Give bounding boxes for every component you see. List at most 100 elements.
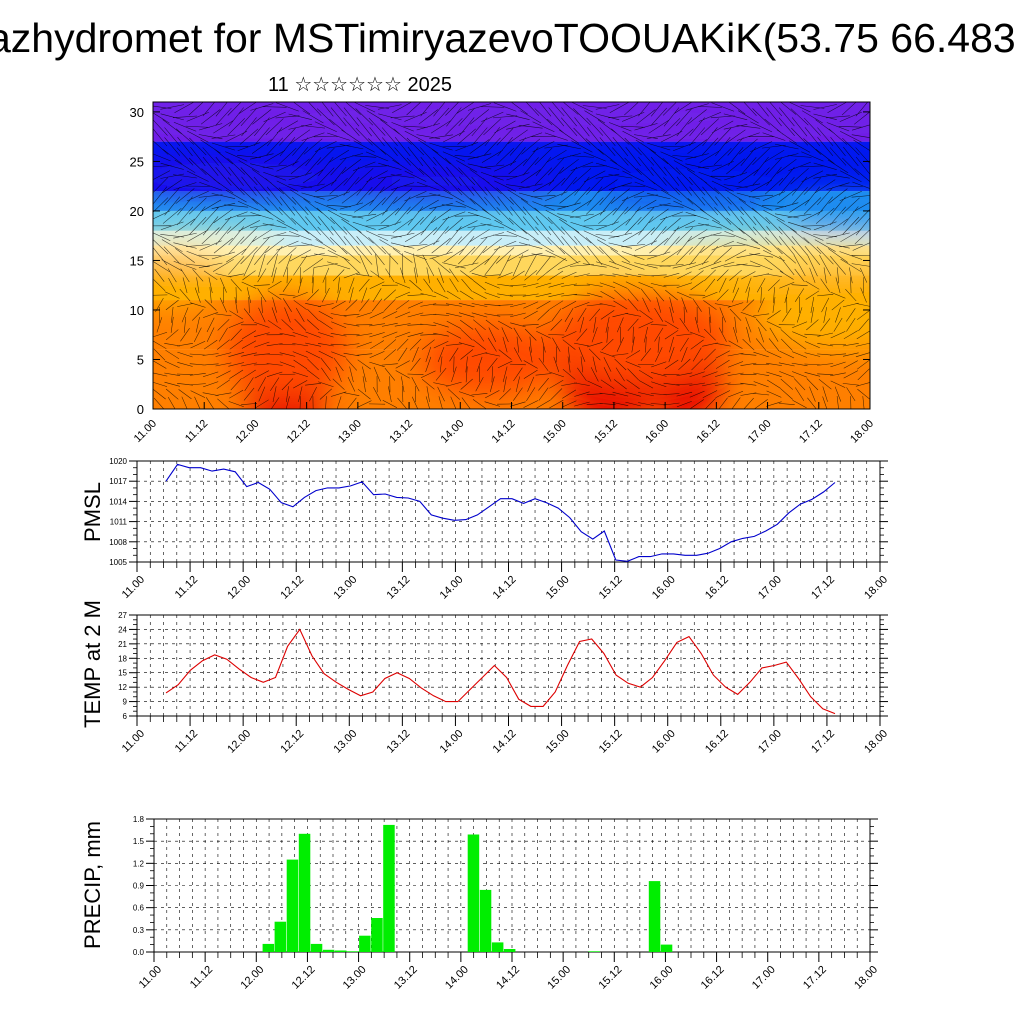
pmsl-x-tick-label: 17.00 <box>756 574 784 602</box>
precip-bar <box>467 834 480 952</box>
precip-y-tick-label: 0.3 <box>133 926 145 935</box>
pmsl-y-tick-label: 1005 <box>109 558 127 567</box>
heatmap-x-tick-label: 12.00 <box>234 418 262 446</box>
precip-y-tick-label: 1.2 <box>133 859 145 868</box>
heatmap-x-tick-label: 16.00 <box>643 418 671 446</box>
precip-y-tick-label: 1.5 <box>133 837 145 846</box>
precip-x-tick-label: 13.00 <box>341 964 369 992</box>
heatmap-x-tick-label: 17.00 <box>746 418 774 446</box>
heatmap-x-tick-label: 14.12 <box>490 418 518 446</box>
temp-x-tick-label: 11.00 <box>120 728 147 755</box>
precip-x-tick-label: 18.00 <box>852 964 880 992</box>
temp-panel: 6 9 12 15 18 21 24 27 11.00 11.12 12.00 12.12 13.00 1… <box>80 600 890 756</box>
precip-x-tick-label: 12.12 <box>290 964 318 992</box>
heatmap-blob <box>153 162 340 191</box>
precip-x-tick-label: 15.12 <box>596 964 624 992</box>
pmsl-x-tick-label: 13.12 <box>385 574 413 602</box>
precip-bar <box>322 949 335 952</box>
temp-y-tick-label: 21 <box>118 640 127 649</box>
pmsl-x-tick-label: 11.00 <box>120 574 147 601</box>
precip-x-tick-label: 17.00 <box>750 964 778 992</box>
precip-bar <box>359 935 371 952</box>
pmsl-x-tick-label: 17.12 <box>809 574 837 602</box>
pmsl-y-axis-title: PMSL <box>80 482 105 542</box>
temp-y-tick-label: 12 <box>118 683 127 692</box>
pmsl-y-tick-label: 1014 <box>109 497 127 506</box>
precip-x-tick-label: 12.00 <box>238 964 266 992</box>
temp-x-tick-label: 12.12 <box>278 728 306 756</box>
heatmap-x-tick-label: 13.00 <box>336 418 364 446</box>
heatmap-y-tick-label: 20 <box>130 204 144 219</box>
heatmap-blob <box>600 177 781 196</box>
precip-bar <box>371 918 383 952</box>
temp-x-tick-label: 18.00 <box>862 728 890 756</box>
precip-y-tick-label: 0.6 <box>133 904 145 913</box>
heatmap-x-tick-label: 11.00 <box>132 418 159 445</box>
temp-x-tick-label: 13.00 <box>331 728 359 756</box>
precip-y-tick-label: 0.0 <box>133 948 145 957</box>
pmsl-x-tick-label: 13.00 <box>331 574 359 602</box>
precip-bar <box>310 943 323 952</box>
temp-y-tick-label: 6 <box>123 712 128 721</box>
heatmap-y-tick-label: 25 <box>130 154 144 169</box>
precip-x-tick-label: 14.12 <box>494 964 522 992</box>
heatmap-y-tick-label: 10 <box>130 303 144 318</box>
temp-y-tick-label: 24 <box>118 625 127 634</box>
heatmap-x-tick-label: 14.00 <box>438 418 466 446</box>
precip-x-tick-label: 11.12 <box>188 964 215 991</box>
pmsl-x-tick-label: 15.12 <box>597 574 625 602</box>
pmsl-x-tick-label: 16.00 <box>650 574 678 602</box>
pmsl-y-tick-label: 1017 <box>109 477 127 486</box>
pmsl-x-tick-label: 14.00 <box>438 574 466 602</box>
precip-bar <box>335 950 347 952</box>
temp-x-tick-label: 17.12 <box>809 728 837 756</box>
heatmap-blob <box>226 299 347 400</box>
heatmap-band <box>153 230 870 246</box>
precip-bar <box>262 943 275 952</box>
heatmap-y-tick-label: 5 <box>137 352 144 367</box>
precip-x-tick-label: 17.12 <box>801 964 829 992</box>
precip-bar <box>648 881 661 952</box>
precip-x-tick-label: 14.00 <box>443 964 471 992</box>
precip-bar <box>588 951 600 952</box>
pmsl-x-tick-label: 12.00 <box>225 574 253 602</box>
temp-x-tick-label: 11.12 <box>173 728 200 755</box>
heatmap-band <box>153 191 870 211</box>
temp-y-tick-label: 9 <box>123 698 128 707</box>
pmsl-series-line <box>165 463 836 562</box>
heatmap-x-tick-label: 15.00 <box>541 418 569 446</box>
pmsl-x-tick-label: 14.12 <box>491 574 519 602</box>
pmsl-y-tick-label: 1020 <box>109 457 127 466</box>
pmsl-x-tick-label: 12.12 <box>278 574 306 602</box>
page-title: azhydromet for MSTimiryazevoTOOUAKiK(53.… <box>0 15 1016 61</box>
precip-bars <box>262 824 673 952</box>
precip-bar <box>503 949 516 952</box>
precip-bar <box>347 951 359 952</box>
heatmap-x-tick-label: 12.12 <box>285 418 313 446</box>
precip-y-axis-title: PRECIP, mm <box>80 821 105 949</box>
precip-bar <box>298 833 311 952</box>
temp-y-tick-label: 15 <box>118 669 127 678</box>
pmsl-y-tick-label: 1008 <box>109 538 127 547</box>
temp-y-tick-label: 27 <box>118 611 127 620</box>
heatmap-x-tick-label: 17.12 <box>797 418 825 446</box>
heatmap-y-tick-label: 30 <box>130 105 144 120</box>
heatmap-blob <box>754 269 870 350</box>
precip-x-tick-label: 16.00 <box>648 964 676 992</box>
precip-panel: 0.0 0.3 0.6 0.9 1.2 1.5 1.8 11.00 11.12 12.00 12.1… <box>80 815 880 992</box>
precip-bar <box>383 824 395 952</box>
temp-y-tick-label: 18 <box>118 654 127 663</box>
pmsl-x-tick-label: 11.12 <box>173 574 200 601</box>
precip-x-tick-label: 13.12 <box>392 964 420 992</box>
heatmap-y-tick-label: 15 <box>130 253 144 268</box>
temp-x-tick-label: 14.00 <box>438 728 466 756</box>
precip-y-tick-label: 0.9 <box>133 882 145 891</box>
temp-x-tick-label: 16.00 <box>650 728 678 756</box>
temp-x-tick-label: 15.00 <box>544 728 572 756</box>
heatmap-x-tick-label: 18.00 <box>848 418 876 446</box>
heatmap-x-tick-label: 16.12 <box>695 418 723 446</box>
temp-x-tick-label: 14.12 <box>491 728 519 756</box>
heatmap-y-tick-label: 0 <box>137 402 144 417</box>
precip-bar <box>479 889 492 952</box>
